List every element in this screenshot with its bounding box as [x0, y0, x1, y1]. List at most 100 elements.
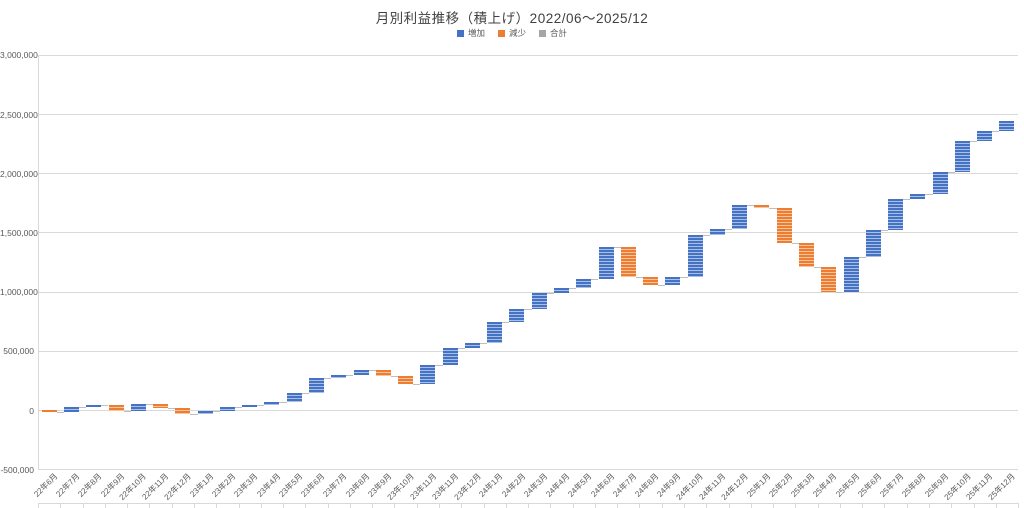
- bar-increase[interactable]: [576, 278, 592, 289]
- x-axis-tick: [661, 503, 663, 508]
- connector-line: [390, 375, 398, 377]
- bar-increase[interactable]: [709, 228, 725, 236]
- bar-increase[interactable]: [219, 407, 235, 412]
- x-axis-tick: [60, 503, 62, 508]
- chart-legend: 増加 減少 合計: [0, 27, 1024, 39]
- bar-increase[interactable]: [63, 407, 79, 412]
- legend-item-increase[interactable]: 増加: [456, 27, 485, 39]
- bar-increase[interactable]: [910, 193, 926, 199]
- x-axis-label: 23年2月: [210, 471, 238, 500]
- gridline: [38, 469, 1018, 471]
- x-axis-tick: [639, 503, 641, 508]
- bar-increase[interactable]: [308, 378, 324, 394]
- connector-line: [257, 405, 265, 407]
- chart-title: 月別利益推移（積上げ）2022/06～2025/12: [375, 11, 649, 26]
- bar-decrease[interactable]: [398, 375, 413, 384]
- bar-increase[interactable]: [331, 375, 347, 379]
- x-axis-tick: [216, 503, 218, 508]
- x-axis-label: 25年5月: [833, 471, 862, 500]
- bar-decrease[interactable]: [153, 403, 168, 408]
- bar-increase[interactable]: [242, 405, 258, 408]
- bar-decrease[interactable]: [776, 207, 792, 243]
- x-axis-tick: [951, 503, 953, 508]
- bar-decrease[interactable]: [108, 405, 124, 412]
- bar-decrease[interactable]: [821, 266, 837, 292]
- connector-line: [680, 276, 688, 278]
- x-axis-tick: [594, 503, 596, 508]
- connector-line: [925, 193, 933, 195]
- y-axis-label: 500,000: [3, 346, 34, 357]
- connector-line: [279, 401, 287, 403]
- x-axis-tick: [862, 503, 864, 508]
- connector-line: [101, 405, 109, 407]
- connector-line: [635, 276, 643, 278]
- x-axis-label: 25年3月: [789, 471, 817, 500]
- bar-decrease[interactable]: [375, 369, 391, 376]
- bar-increase[interactable]: [865, 230, 881, 258]
- bar-increase[interactable]: [954, 140, 970, 172]
- bar-increase[interactable]: [999, 120, 1015, 131]
- connector-line: [947, 172, 955, 173]
- x-axis-label: 24年2月: [499, 471, 527, 500]
- x-axis-label: 24年5月: [566, 471, 594, 500]
- gridline: [38, 232, 1018, 234]
- x-axis-tick: [171, 503, 173, 508]
- legend-label-total: 合計: [550, 28, 568, 38]
- bar-increase[interactable]: [353, 369, 369, 375]
- bar-decrease[interactable]: [798, 243, 814, 267]
- x-axis-tick: [617, 503, 619, 508]
- x-axis-label: 23年6月: [299, 471, 327, 500]
- connector-line: [724, 228, 733, 230]
- bar-decrease[interactable]: [175, 407, 191, 415]
- legend-item-total[interactable]: 合計: [539, 27, 567, 39]
- connector-line: [524, 308, 532, 310]
- bar-decrease[interactable]: [620, 247, 636, 277]
- connector-line: [613, 247, 621, 249]
- connector-line: [123, 411, 131, 413]
- x-axis-tick: [928, 503, 930, 508]
- bar-increase[interactable]: [977, 130, 993, 141]
- x-axis-tick: [260, 503, 262, 508]
- bar-increase[interactable]: [531, 293, 547, 309]
- bar-increase[interactable]: [598, 247, 614, 279]
- x-axis-label: 25年7月: [878, 471, 906, 500]
- bar-decrease[interactable]: [754, 205, 770, 208]
- connector-line: [346, 375, 354, 377]
- bar-increase[interactable]: [932, 172, 948, 194]
- gridline: [38, 54, 1018, 56]
- bar-increase[interactable]: [286, 393, 302, 402]
- bar-increase[interactable]: [464, 343, 480, 349]
- legend-label-increase: 増加: [467, 28, 485, 38]
- connector-line: [168, 407, 176, 409]
- bar-increase[interactable]: [86, 405, 102, 408]
- x-axis-tick: [305, 503, 307, 508]
- bar-increase[interactable]: [420, 365, 436, 384]
- x-axis-tick: [773, 503, 774, 508]
- bar-increase[interactable]: [264, 401, 280, 406]
- x-axis-tick: [483, 503, 485, 508]
- bar-decrease[interactable]: [643, 276, 658, 286]
- bar-increase[interactable]: [687, 235, 703, 277]
- bar-increase[interactable]: [442, 348, 458, 365]
- x-axis-label: 22年7月: [54, 471, 82, 500]
- connector-line: [479, 343, 488, 345]
- bar-increase[interactable]: [509, 308, 525, 322]
- bar-increase[interactable]: [665, 276, 681, 286]
- x-axis-tick: [238, 503, 240, 508]
- bar-decrease[interactable]: [41, 410, 57, 412]
- bar-increase[interactable]: [888, 198, 903, 231]
- x-axis-tick: [750, 503, 752, 508]
- x-axis-tick: [327, 503, 329, 508]
- connector-line: [323, 378, 332, 379]
- legend-item-decrease[interactable]: 減少: [497, 27, 526, 39]
- bar-increase[interactable]: [197, 411, 213, 415]
- x-axis-tick: [193, 503, 195, 508]
- bar-increase[interactable]: [732, 205, 748, 229]
- connector-line: [190, 414, 198, 416]
- x-axis-tick: [1018, 503, 1019, 508]
- bar-increase[interactable]: [553, 288, 569, 294]
- bar-increase[interactable]: [130, 403, 146, 412]
- bar-increase[interactable]: [843, 257, 859, 292]
- bar-increase[interactable]: [487, 321, 503, 344]
- y-axis-label: 2,500,000: [0, 109, 38, 120]
